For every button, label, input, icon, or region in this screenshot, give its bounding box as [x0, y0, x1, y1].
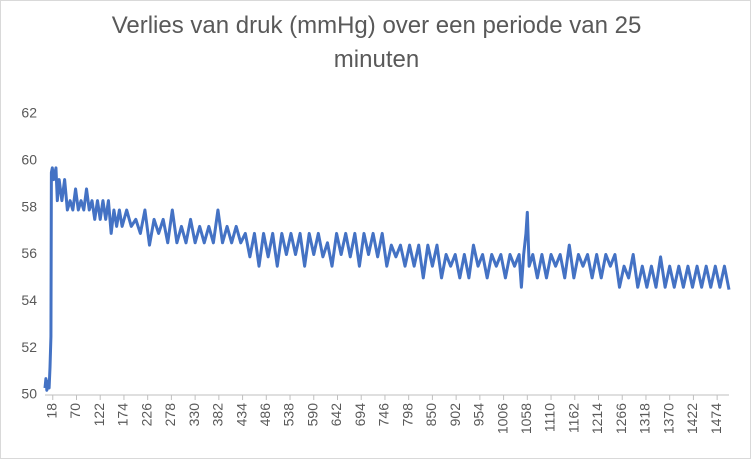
x-tick-label: 642: [328, 403, 344, 427]
y-tick-label: 56: [21, 245, 37, 261]
x-tick-label: 902: [447, 403, 463, 427]
x-tick-label: 954: [471, 403, 487, 427]
x-tick-label: 486: [257, 403, 273, 427]
x-tick-label: 382: [210, 403, 226, 427]
x-tick-label: 434: [233, 403, 249, 427]
x-tick-label: 798: [399, 403, 415, 427]
x-tick-label: 1422: [684, 403, 700, 434]
y-tick-label: 60: [21, 152, 37, 168]
x-tick-label: 1214: [589, 403, 605, 434]
x-tick-label: 1058: [518, 403, 534, 434]
x-tick-label: 330: [186, 403, 202, 427]
x-tick-label: 278: [162, 403, 178, 427]
y-tick-label: 52: [21, 339, 37, 355]
y-tick-label: 62: [21, 105, 37, 121]
x-tick-label: 1318: [637, 403, 653, 434]
y-tick-label: 58: [21, 198, 37, 214]
data-line: [43, 166, 731, 392]
x-tick-label: 746: [376, 403, 392, 427]
x-tick-label: 1110: [542, 403, 558, 432]
x-tick-label: 1370: [660, 403, 676, 434]
x-tick-label: 122: [91, 403, 107, 427]
x-tick-label: 226: [138, 403, 154, 427]
x-tick-label: 538: [281, 403, 297, 427]
x-tick-label: 1474: [708, 403, 724, 434]
y-tick-label: 50: [21, 386, 37, 402]
x-tick-label: 1266: [613, 403, 629, 434]
x-tick-label: 850: [423, 403, 439, 427]
y-tick-label: 54: [21, 292, 37, 308]
x-tick-label: 18: [43, 403, 59, 419]
x-tick-label: 70: [67, 403, 83, 419]
chart-title: Verlies van druk (mmHg) over een periode…: [111, 12, 642, 73]
x-tick-label: 590: [304, 403, 320, 427]
x-tick-label: 1006: [494, 403, 510, 434]
x-tick-label: 174: [115, 403, 131, 427]
x-tick-label: 1162: [565, 403, 581, 433]
x-tick-label: 694: [352, 403, 368, 427]
